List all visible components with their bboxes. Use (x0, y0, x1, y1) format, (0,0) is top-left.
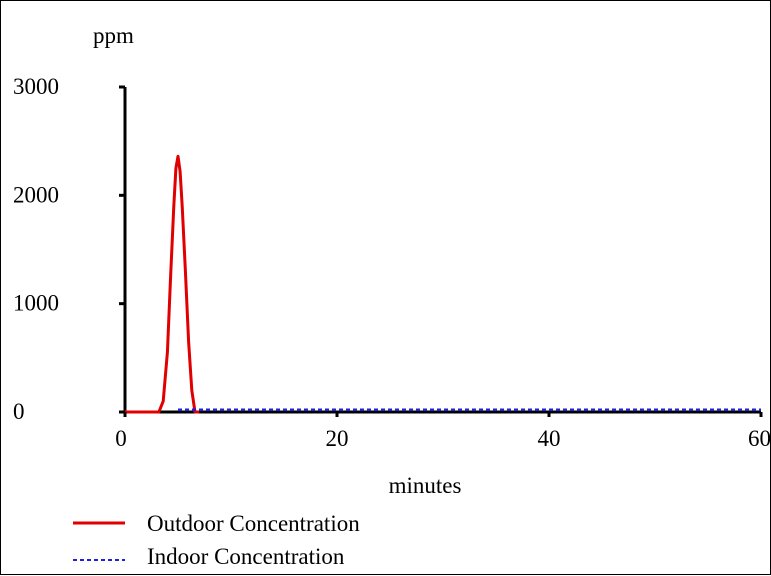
y-tick-label: 1000 (13, 291, 59, 316)
y-tick-label: 3000 (13, 74, 59, 99)
legend-label-indoor: Indoor Concentration (147, 544, 345, 569)
x-axis-title: minutes (389, 473, 462, 498)
y-axis-title: ppm (93, 23, 134, 48)
x-tick-label: 0 (115, 426, 127, 451)
legend: Outdoor Concentration Indoor Concentrati… (73, 511, 360, 569)
y-tick-label: 2000 (13, 182, 59, 207)
series-layer (125, 154, 761, 414)
x-tick-label: 20 (326, 426, 349, 451)
ticks-layer: 0 1000 2000 3000 0 20 40 60 (13, 74, 771, 451)
axes (123, 87, 761, 414)
legend-label-outdoor: Outdoor Concentration (147, 511, 360, 536)
x-tick-label: 40 (538, 426, 561, 451)
y-tick-label: 0 (13, 399, 25, 424)
series-outdoor-line (125, 154, 200, 414)
x-tick-label: 60 (748, 426, 771, 451)
